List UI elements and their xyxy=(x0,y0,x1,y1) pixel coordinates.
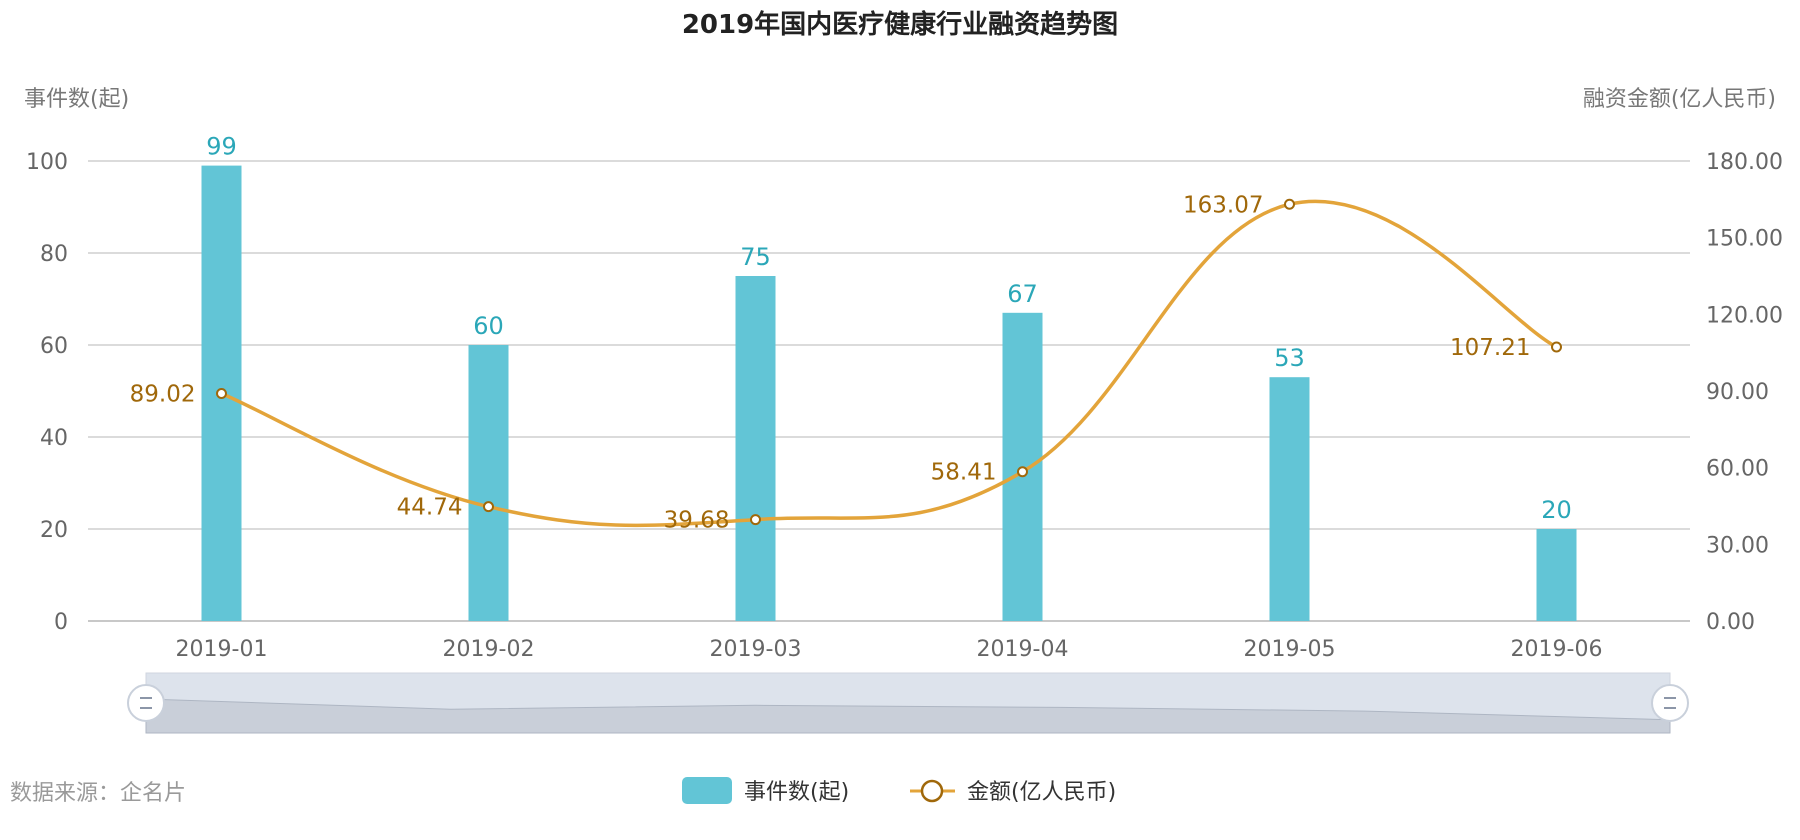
left-tick-label: 60 xyxy=(40,334,68,359)
legend-bar-swatch xyxy=(682,777,732,804)
x-axis-ticks: 2019-01 2019-02 2019-03 2019-04 2019-05 2019-… xyxy=(176,637,1603,662)
bar xyxy=(1270,377,1310,621)
line-point xyxy=(484,502,493,511)
data-source-label: 数据来源：企名片 xyxy=(10,781,186,806)
handle-circle xyxy=(1652,685,1688,721)
zoom-handle-left[interactable] xyxy=(128,685,164,721)
left-tick-label: 80 xyxy=(40,242,68,267)
legend: 事件数(起) 金额(亿人民币) xyxy=(682,777,1116,805)
x-tick-label: 2019-03 xyxy=(710,637,802,662)
grid-lines xyxy=(88,161,1690,621)
right-tick-label: 180.00 xyxy=(1706,150,1783,175)
line-data-label: 44.74 xyxy=(397,495,463,521)
line-series: 89.02 44.74 39.68 58.41 163.07 107.21 xyxy=(130,192,1561,533)
line-data-label: 58.41 xyxy=(931,460,997,486)
line-point xyxy=(751,515,760,524)
legend-bar-label: 事件数(起) xyxy=(744,780,849,805)
left-tick-label: 20 xyxy=(40,518,68,543)
bar-data-label: 20 xyxy=(1541,496,1572,524)
x-tick-label: 2019-04 xyxy=(977,637,1069,662)
line-data-label: 89.02 xyxy=(130,382,196,408)
right-tick-label: 90.00 xyxy=(1706,380,1769,405)
legend-line-label: 金额(亿人民币) xyxy=(967,780,1116,805)
line-data-label: 107.21 xyxy=(1450,335,1530,361)
line-data-label: 39.68 xyxy=(664,508,730,534)
line-point xyxy=(1285,200,1294,209)
line-data-label: 163.07 xyxy=(1183,192,1263,218)
data-zoom-slider[interactable] xyxy=(128,673,1688,733)
bar xyxy=(469,345,509,621)
bar-data-label: 99 xyxy=(206,133,237,161)
bar-series xyxy=(202,166,1577,621)
legend-line-marker xyxy=(922,781,942,801)
zoom-handle-right[interactable] xyxy=(1652,685,1688,721)
left-axis-ticks: 0 20 40 60 80 100 xyxy=(26,150,68,635)
line-point xyxy=(217,389,226,398)
line-point xyxy=(1552,343,1561,352)
bar-data-label: 53 xyxy=(1274,344,1305,372)
right-tick-label: 120.00 xyxy=(1706,303,1783,328)
right-tick-label: 60.00 xyxy=(1706,457,1769,482)
line-path xyxy=(222,201,1557,525)
right-tick-label: 30.00 xyxy=(1706,533,1769,558)
x-tick-label: 2019-06 xyxy=(1511,637,1603,662)
right-axis-ticks: 0.00 30.00 60.00 90.00 120.00 150.00 180.00 xyxy=(1706,150,1783,635)
bar xyxy=(1537,529,1577,621)
left-tick-label: 100 xyxy=(26,150,68,175)
right-axis-label: 融资金额(亿人民币) xyxy=(1583,87,1776,112)
left-tick-label: 0 xyxy=(54,610,68,635)
x-tick-label: 2019-02 xyxy=(443,637,535,662)
x-tick-label: 2019-05 xyxy=(1244,637,1336,662)
left-tick-label: 40 xyxy=(40,426,68,451)
line-point xyxy=(1018,467,1027,476)
bar-data-label: 75 xyxy=(740,243,771,271)
bar-data-label: 60 xyxy=(473,312,504,340)
right-tick-label: 150.00 xyxy=(1706,227,1783,252)
chart-title: 2019年国内医疗健康行业融资趋势图 xyxy=(682,9,1118,40)
left-axis-label: 事件数(起) xyxy=(24,87,129,112)
bar-data-label: 67 xyxy=(1007,280,1038,308)
bar xyxy=(736,276,776,621)
x-tick-label: 2019-01 xyxy=(176,637,268,662)
bar-data-labels: 99 60 75 67 53 20 xyxy=(206,133,1572,524)
right-tick-label: 0.00 xyxy=(1706,610,1755,635)
handle-circle xyxy=(128,685,164,721)
